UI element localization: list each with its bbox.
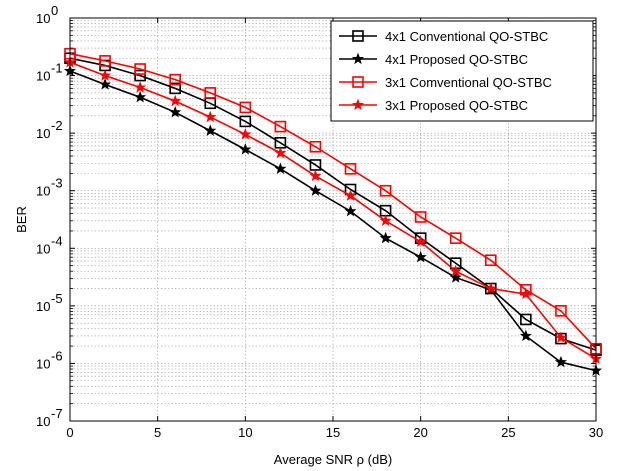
data-point	[204, 87, 217, 99]
data-point	[554, 355, 567, 368]
legend-label: 4x1 Conventional QO-STBC	[385, 29, 548, 44]
data-point	[274, 162, 287, 174]
data-point	[449, 271, 462, 283]
data-point	[555, 305, 567, 317]
x-tick-label: 30	[589, 425, 603, 440]
y-tick-label: 10-7	[36, 406, 63, 429]
data-point	[414, 235, 427, 247]
data-point	[134, 69, 146, 82]
data-point	[309, 184, 322, 196]
data-point	[134, 81, 147, 93]
x-tick-label: 15	[326, 425, 340, 440]
data-point	[99, 78, 112, 90]
x-tick-label: 0	[66, 425, 73, 440]
legend-label: 3x1 Proposed QO-STBC	[385, 98, 528, 113]
data-point	[414, 211, 427, 223]
series-line	[69, 61, 597, 360]
data-point	[414, 250, 427, 263]
data-point	[239, 115, 252, 128]
data-point	[484, 282, 497, 294]
legend-label: 4x1 Proposed QO-STBC	[385, 52, 528, 67]
data-point	[134, 63, 146, 75]
y-tick-base: 10	[36, 299, 50, 314]
data-point	[309, 169, 322, 182]
data-point	[169, 105, 182, 118]
y-tick-label: 100	[36, 3, 58, 26]
x-axis-title: Average SNR ρ (dB)	[274, 452, 392, 467]
y-tick-base: 10	[36, 414, 50, 429]
data-point	[274, 120, 287, 133]
data-point	[239, 128, 252, 140]
y-tick-exponent: -6	[51, 348, 63, 363]
legend: 4x1 Conventional QO-STBC 4x1 Proposed QO-…	[330, 20, 594, 122]
data-point	[274, 146, 287, 159]
data-point	[239, 143, 252, 155]
legend-label: 3x1 Comventional QO-STBC	[385, 75, 552, 90]
data-point	[134, 90, 147, 103]
y-tick-exponent: -4	[51, 233, 63, 248]
y-tick-exponent: -5	[51, 291, 63, 306]
data-point	[204, 124, 217, 136]
legend-marker	[351, 52, 365, 65]
y-tick-label: 10-3	[36, 176, 63, 199]
data-point	[379, 214, 392, 226]
data-point	[449, 232, 462, 244]
legend-item: 3x1 Comventional QO-STBC	[339, 75, 552, 90]
data-point	[309, 140, 322, 153]
y-tick-base: 10	[36, 126, 50, 141]
data-point	[519, 287, 532, 300]
y-tick-base: 10	[36, 69, 50, 84]
y-tick-label: 10-1	[36, 61, 63, 84]
data-point	[204, 110, 217, 123]
legend-marker	[351, 98, 365, 111]
x-tick-label: 25	[501, 425, 515, 440]
x-tick-label: 20	[413, 425, 427, 440]
data-point	[484, 254, 497, 267]
y-tick-label: 10-6	[36, 348, 63, 371]
series-line	[69, 70, 597, 372]
y-tick-label: 10-2	[36, 118, 63, 141]
y-tick-base: 10	[36, 184, 50, 199]
data-point	[99, 69, 112, 81]
y-tick-label: 10-5	[36, 291, 63, 314]
data-point	[379, 184, 392, 197]
data-point	[169, 82, 181, 95]
x-tick-label: 5	[154, 425, 161, 440]
legend-item: 3x1 Proposed QO-STBC	[339, 98, 528, 113]
y-tick-exponent: 0	[51, 3, 58, 18]
data-point	[99, 55, 111, 67]
y-tick-exponent: -2	[51, 118, 63, 133]
y-tick-base: 10	[36, 11, 50, 26]
data-point	[344, 204, 357, 217]
legend-item: 4x1 Conventional QO-STBC	[339, 29, 548, 44]
data-point	[169, 94, 182, 107]
data-point	[239, 101, 252, 114]
data-point	[344, 163, 357, 175]
data-point	[379, 231, 392, 244]
y-tick-label: 10-4	[36, 233, 63, 256]
legend-marker	[352, 76, 364, 88]
series-line	[69, 52, 597, 350]
data-point	[169, 73, 181, 86]
y-axis-title: BER	[14, 206, 29, 233]
y-tick-exponent: -7	[51, 406, 63, 421]
data-point	[519, 329, 532, 342]
data-point	[520, 313, 532, 326]
legend-item: 4x1 Proposed QO-STBC	[339, 52, 528, 67]
data-point	[449, 264, 462, 277]
y-tick-base: 10	[36, 356, 50, 371]
y-tick-exponent: -1	[51, 61, 63, 76]
series-line	[69, 57, 597, 351]
y-tick-base: 10	[36, 241, 50, 256]
series-3	[64, 47, 602, 355]
x-tick-label: 10	[238, 425, 252, 440]
legend-marker	[352, 30, 364, 42]
data-point	[344, 189, 357, 201]
y-tick-exponent: -3	[51, 176, 63, 191]
data-point	[554, 331, 567, 343]
